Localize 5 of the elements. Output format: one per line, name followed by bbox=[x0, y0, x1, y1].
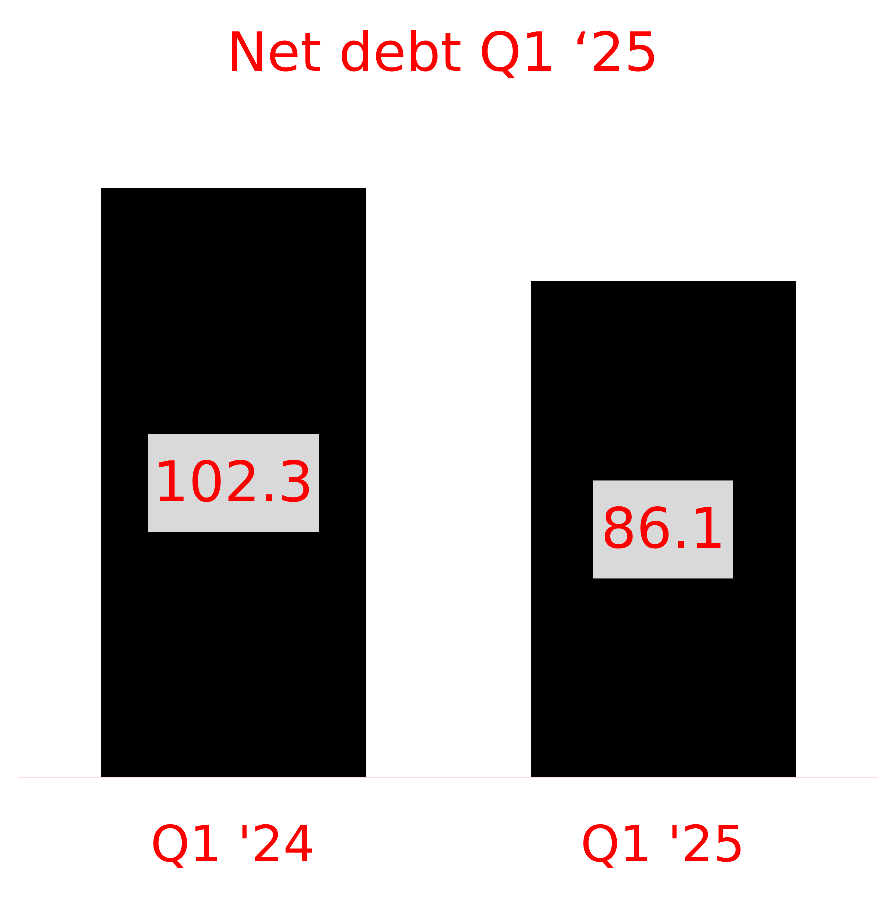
chart-title: Net debt Q1 ‘25 bbox=[226, 20, 660, 86]
data-label: 86.1 bbox=[601, 497, 726, 562]
x-tick-label: Q1 '25 bbox=[580, 816, 746, 874]
data-label: 102.3 bbox=[153, 450, 314, 516]
x-tick-label: Q1 '24 bbox=[150, 816, 316, 874]
